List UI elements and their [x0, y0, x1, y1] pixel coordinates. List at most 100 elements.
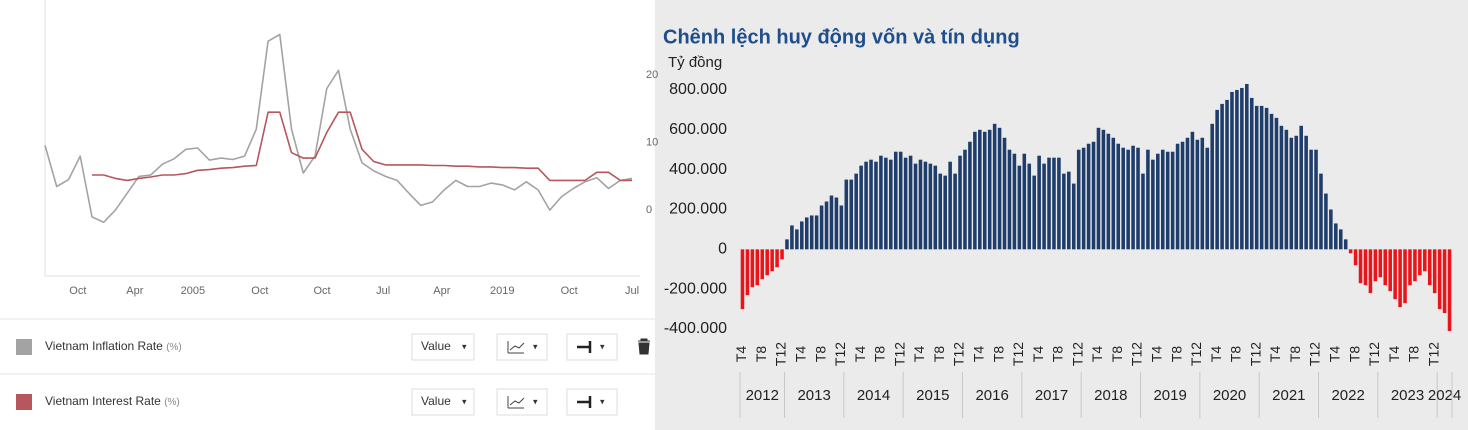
bar	[1353, 249, 1358, 266]
bar	[933, 165, 938, 250]
bar	[1413, 249, 1417, 282]
bar	[978, 129, 982, 250]
x-tick-label: T4	[793, 346, 809, 363]
bar	[854, 173, 858, 250]
bar	[1274, 117, 1279, 250]
bar	[1294, 135, 1299, 250]
x-tick-label: Apr	[126, 285, 143, 297]
bar	[1289, 137, 1294, 250]
bar	[1042, 163, 1046, 250]
chart-type-button[interactable]: ▾	[496, 388, 548, 416]
bar	[1393, 249, 1397, 300]
bar	[1447, 249, 1452, 332]
x-tick-label: T4	[911, 346, 927, 363]
x-tick-label: 2019	[490, 285, 514, 297]
bar	[1304, 135, 1308, 250]
bar	[1007, 149, 1012, 250]
bar	[1368, 249, 1373, 294]
x-tick-label: Jul	[625, 285, 639, 297]
bar	[1106, 133, 1111, 250]
chart-type-button[interactable]: ▾	[496, 333, 548, 361]
button-frame	[411, 333, 475, 361]
bar	[913, 163, 918, 250]
bar	[903, 157, 908, 250]
legend-swatch	[16, 394, 32, 410]
bar	[879, 155, 883, 250]
year-label: 2015	[916, 387, 949, 404]
axis-button[interactable]: ▾	[566, 333, 618, 361]
bar	[938, 173, 943, 250]
bar	[1269, 113, 1274, 250]
mode-button[interactable]: Value ▾	[411, 333, 475, 361]
bar	[1141, 173, 1145, 250]
bar	[1111, 137, 1116, 250]
x-tick-label: T4	[1089, 346, 1105, 363]
x-tick-label: T4	[1208, 346, 1224, 363]
button-frame	[566, 333, 618, 361]
bar	[1225, 99, 1229, 250]
bar	[800, 221, 804, 250]
bar	[1388, 249, 1392, 292]
bar	[1210, 123, 1214, 250]
x-tick-label: T4	[852, 346, 868, 363]
bar	[824, 201, 829, 250]
bar	[859, 165, 863, 250]
x-tick-label: T8	[1050, 346, 1066, 363]
bar	[1398, 249, 1402, 308]
bar	[1363, 249, 1368, 286]
button-frame	[496, 333, 548, 361]
bar	[795, 229, 799, 250]
mode-button[interactable]: Value ▾	[411, 388, 475, 416]
bar	[1408, 249, 1412, 286]
bar	[1101, 129, 1106, 250]
bar	[1121, 147, 1125, 250]
axis-button[interactable]: ▾	[566, 388, 618, 416]
bar	[1299, 125, 1303, 250]
bar	[1240, 87, 1244, 250]
line-series	[92, 111, 632, 182]
legend-name: Vietnam Interest Rate	[45, 394, 161, 408]
year-label: 2018	[1094, 387, 1127, 404]
year-label: 2024	[1428, 387, 1461, 404]
bar	[992, 123, 997, 250]
bar	[884, 157, 888, 250]
bar	[1096, 127, 1101, 250]
bar	[1131, 145, 1135, 250]
x-tick-label: 2005	[181, 285, 205, 297]
bar	[1220, 103, 1224, 250]
delete-button[interactable]	[638, 338, 650, 355]
x-tick-label: T8	[812, 346, 828, 363]
bar	[760, 249, 765, 280]
bar	[869, 159, 873, 250]
y-tick-label: 600.000	[669, 121, 727, 138]
bar	[1319, 173, 1323, 250]
y-axis-label: Tỷ đồng	[668, 54, 722, 71]
bar	[923, 161, 928, 250]
bar	[1309, 149, 1313, 250]
bar	[1378, 249, 1383, 278]
x-tick-label: T12	[1188, 342, 1204, 366]
year-label: 2023	[1391, 387, 1424, 404]
x-tick-label: Oct	[251, 285, 268, 297]
x-tick-label: T8	[1287, 346, 1303, 363]
button-label: Value	[421, 339, 451, 353]
bar	[889, 159, 893, 250]
y-tick-label: 10	[646, 136, 658, 148]
bar	[1185, 137, 1190, 250]
x-tick-label: T8	[1168, 346, 1184, 363]
bar	[804, 217, 809, 250]
bar	[968, 141, 972, 250]
legend-swatch	[16, 339, 32, 355]
x-tick-label: T8	[1406, 346, 1422, 363]
bar	[1081, 147, 1086, 250]
caret: ▾	[533, 396, 538, 406]
x-tick-label: T4	[1327, 346, 1343, 363]
x-tick-label: T8	[1346, 346, 1362, 363]
bar	[1156, 153, 1160, 250]
button-label: Value	[421, 394, 451, 408]
bar	[1205, 147, 1210, 250]
bar	[1343, 239, 1348, 250]
legend-unit: (%)	[164, 397, 180, 408]
bar	[819, 205, 824, 250]
bar	[1230, 91, 1234, 250]
